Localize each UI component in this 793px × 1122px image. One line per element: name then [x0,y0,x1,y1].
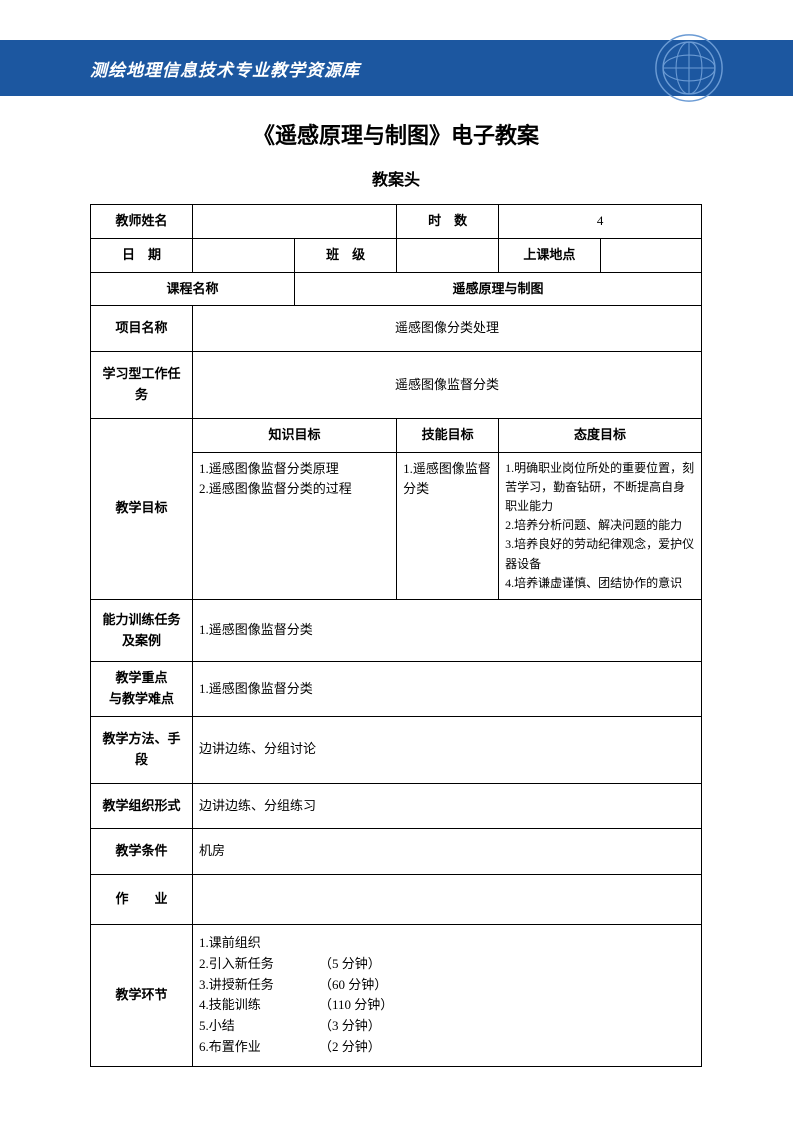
label-org-form: 教学组织形式 [91,783,193,829]
step-name: 1.课前组织 [199,933,319,954]
label-homework: 作 业 [91,875,193,925]
page-content: 《遥感原理与制图》电子教案 教案头 教师姓名 时 数 4 日 期 班 级 上课地… [90,118,702,1067]
value-course-name: 遥感原理与制图 [295,272,702,306]
value-org-form: 边讲边练、分组练习 [193,783,702,829]
value-project-name: 遥感图像分类处理 [193,306,702,352]
table-row: 教学组织形式 边讲边练、分组练习 [91,783,702,829]
doc-title: 《遥感原理与制图》电子教案 [90,118,702,150]
label-project-name: 项目名称 [91,306,193,352]
value-knowledge-goals: 1.遥感图像监督分类原理 2.遥感图像监督分类的过程 [193,452,397,599]
label-steps: 教学环节 [91,925,193,1067]
value-skill-goals: 1.遥感图像监督分类 [397,452,499,599]
table-row: 教学方法、手段 边讲边练、分组讨论 [91,717,702,784]
header-bar: 测绘地理信息技术专业教学资源库 [0,40,793,96]
value-location [600,238,701,272]
step-time: （60 分钟） [319,975,695,996]
value-teacher [193,205,397,239]
step-item: 5.小结（3 分钟） [199,1016,695,1037]
step-time: （2 分钟） [319,1037,695,1058]
label-goal: 教学目标 [91,418,193,599]
step-item: 3.讲授新任务（60 分钟） [199,975,695,996]
step-name: 2.引入新任务 [199,954,319,975]
step-time: （3 分钟） [319,1016,695,1037]
step-name: 3.讲授新任务 [199,975,319,996]
value-task: 遥感图像监督分类 [193,352,702,419]
step-time: （5 分钟） [319,954,695,975]
table-row: 日 期 班 级 上课地点 [91,238,702,272]
step-name: 5.小结 [199,1016,319,1037]
step-name: 4.技能训练 [199,995,319,1016]
table-row: 教学条件 机房 [91,829,702,875]
label-key-diff: 教学重点 与教学难点 [91,662,193,717]
value-method: 边讲边练、分组讨论 [193,717,702,784]
label-task: 学习型工作任务 [91,352,193,419]
value-class [397,238,499,272]
value-condition: 机房 [193,829,702,875]
step-name: 6.布置作业 [199,1037,319,1058]
label-hours: 时 数 [397,205,499,239]
value-ability-task: 1.遥感图像监督分类 [193,599,702,662]
step-item: 2.引入新任务（5 分钟） [199,954,695,975]
table-row: 作 业 [91,875,702,925]
step-item: 6.布置作业（2 分钟） [199,1037,695,1058]
table-row: 学习型工作任务 遥感图像监督分类 [91,352,702,419]
header-title: 测绘地理信息技术专业教学资源库 [90,56,360,81]
value-hours: 4 [499,205,702,239]
value-date [193,238,295,272]
table-row: 教师姓名 时 数 4 [91,205,702,239]
table-row: 教学重点 与教学难点 1.遥感图像监督分类 [91,662,702,717]
label-location: 上课地点 [499,238,600,272]
label-ability-task: 能力训练任务 及案例 [91,599,193,662]
label-key-diff-line1: 教学重点 [97,668,186,689]
value-homework [193,875,702,925]
value-attitude-goals: 1.明确职业岗位所处的重要位置，刻苦学习，勤奋钻研，不断提高自身职业能力 2.培… [499,452,702,599]
table-row: 能力训练任务 及案例 1.遥感图像监督分类 [91,599,702,662]
doc-subtitle: 教案头 [90,166,702,190]
label-date: 日 期 [91,238,193,272]
label-condition: 教学条件 [91,829,193,875]
label-knowledge-goal: 知识目标 [193,418,397,452]
table-row: 课程名称 遥感原理与制图 [91,272,702,306]
table-row: 教学环节 1.课前组织2.引入新任务（5 分钟）3.讲授新任务（60 分钟）4.… [91,925,702,1067]
label-attitude-goal: 态度目标 [499,418,702,452]
value-key-diff: 1.遥感图像监督分类 [193,662,702,717]
label-ability-task-line1: 能力训练任务 [97,610,186,631]
lesson-plan-table: 教师姓名 时 数 4 日 期 班 级 上课地点 课程名称 遥感原理与制图 项目名… [90,204,702,1067]
label-method: 教学方法、手段 [91,717,193,784]
label-key-diff-line2: 与教学难点 [97,689,186,710]
label-teacher: 教师姓名 [91,205,193,239]
header-logo-icon [653,32,725,104]
step-time: （110 分钟） [319,995,695,1016]
table-row: 教学目标 知识目标 技能目标 态度目标 [91,418,702,452]
step-item: 1.课前组织 [199,933,695,954]
label-skill-goal: 技能目标 [397,418,499,452]
table-row: 项目名称 遥感图像分类处理 [91,306,702,352]
value-steps: 1.课前组织2.引入新任务（5 分钟）3.讲授新任务（60 分钟）4.技能训练（… [193,925,702,1067]
step-time [319,933,695,954]
step-item: 4.技能训练（110 分钟） [199,995,695,1016]
label-class: 班 级 [295,238,397,272]
label-course-name: 课程名称 [91,272,295,306]
label-ability-task-line2: 及案例 [97,631,186,652]
